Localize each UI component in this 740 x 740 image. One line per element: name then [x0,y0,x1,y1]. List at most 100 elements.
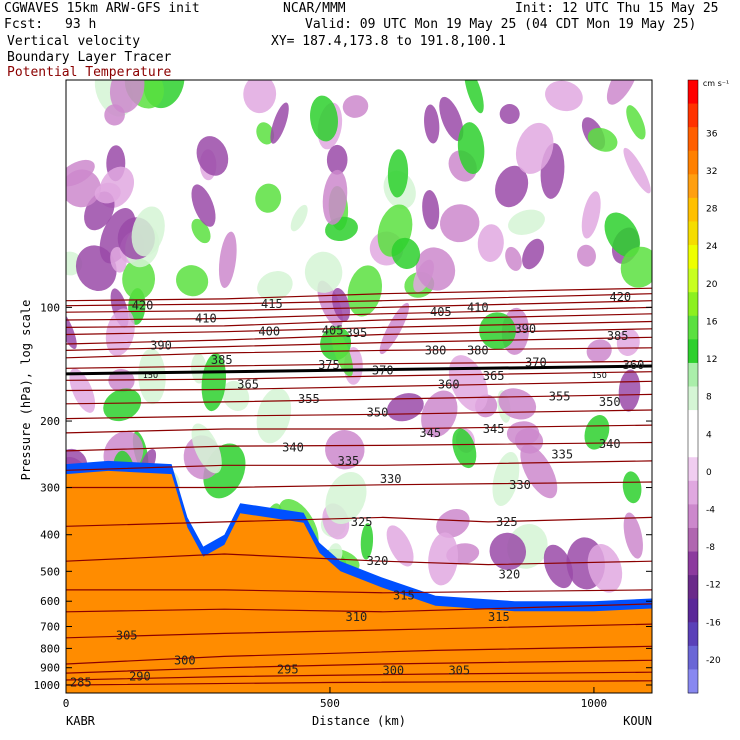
theta-label: 330 [380,472,402,486]
theta-contour [66,680,652,686]
w-cell [331,288,351,322]
theta-label: 335 [338,454,360,468]
colorbar-swatch [688,127,698,152]
theta-contour [66,393,652,405]
w-cell [428,532,459,586]
w-cell [108,368,135,393]
colorbar-swatch [688,480,698,505]
x-tick-label: 1000 [581,697,608,710]
theta-label: 405 [322,323,344,337]
y-tick-label: 300 [40,482,60,495]
w-cell [584,415,610,450]
theta-label: 380 [467,343,489,357]
colorbar-label: 12 [706,355,717,365]
y-tick-label: 600 [40,595,60,608]
colorbar-label: -20 [706,656,721,666]
theta-label: 300 [174,653,196,667]
init-time: Init: 12 UTC Thu 15 May 25 [515,1,719,16]
theta-contour [66,460,652,471]
theta-label: 305 [448,663,470,677]
colorbar-swatch [688,386,698,411]
theta-label: 300 [382,663,404,677]
colorbar-swatch [688,551,698,576]
w-cell [387,149,409,198]
theta-label: 285 [70,676,92,690]
w-cell [257,271,293,301]
theta-label: 330 [509,478,531,492]
y-tick-label: 400 [40,529,60,542]
y-tick-label: 200 [40,415,60,428]
w-cell [131,206,165,257]
theta-contour [66,516,652,527]
x-tick-label: 0 [63,697,70,710]
colorbar-swatch [688,362,698,387]
theta-contour [66,424,652,434]
w-cell [290,204,308,232]
colorbar: 36 32 28 24 20 16 12 8 4 0 -4 -8 -12 -16 -20 [687,79,721,694]
valid-time: Valid: 09 UTC Mon 19 May 25 (04 CDT Mon … [305,17,697,32]
colorbar-label: 32 [706,167,717,177]
w-cell [508,209,545,235]
x-axis-label: Distance (km) [312,714,406,728]
colorbar-swatch [688,339,698,364]
w-cell [109,80,145,113]
tropopause-line [66,364,652,376]
theta-label: 375 [318,358,340,372]
theta-contour [66,347,652,359]
colorbar-swatch [688,669,698,694]
w-cell [505,246,522,271]
y-tick-label: 800 [40,642,60,655]
theta-label: 340 [599,437,621,451]
w-cell [122,258,156,300]
w-cell [270,102,289,144]
w-cell [222,380,250,411]
y-tick-label: 900 [40,662,60,675]
w-cell [201,353,227,412]
field-vertical-velocity: Vertical velocity [7,34,141,49]
model-title: CGWAVES 15km ARW-GFS init [4,1,200,16]
w-cell [586,339,612,363]
w-cell [191,423,222,474]
w-cell [322,169,348,225]
theta-contour [66,671,652,681]
w-cell [457,122,485,175]
colorbar-label: 36 [706,129,718,139]
colorbar-swatch [688,504,698,529]
colorbar-label: -8 [706,543,715,553]
theta-label: 320 [499,568,521,582]
theta-label: 315 [393,589,415,603]
theta-contour [66,300,652,313]
w-cell [256,122,275,145]
y-tick-label: 1000 [34,679,61,692]
colorbar-frame [687,79,699,694]
theta-label: 410 [195,311,217,325]
theta-contour [66,441,652,452]
tropopause-label: 150 [143,371,158,380]
w-cell [623,147,651,194]
colorbar-label: -12 [706,581,721,591]
colorbar-swatch [688,150,698,175]
colorbar-swatch [688,103,698,128]
theta-contour [66,409,652,420]
colorbar-label: -16 [706,618,721,628]
theta-label: 385 [211,353,233,367]
theta-label: 385 [607,329,629,343]
w-cell [94,182,121,204]
w-cell [626,105,646,140]
w-cell [415,247,456,291]
theta-contour [66,320,652,336]
theta-contour [66,380,652,392]
w-cell [422,190,440,230]
w-cell [304,251,343,293]
theta-label: 415 [261,297,283,311]
theta-label: 360 [438,377,460,391]
colorbar-swatch [688,622,698,647]
w-cell [515,122,554,174]
theta-label: 315 [488,610,510,624]
theta-label: 325 [496,515,518,529]
potential-temperature-contours: 150 150 285 290 295 300 300 305 305 310 315 315 320 3… [66,287,652,690]
colorbar-swatch [688,598,698,623]
w-cell [379,302,410,355]
colorbar-swatch [688,457,698,482]
